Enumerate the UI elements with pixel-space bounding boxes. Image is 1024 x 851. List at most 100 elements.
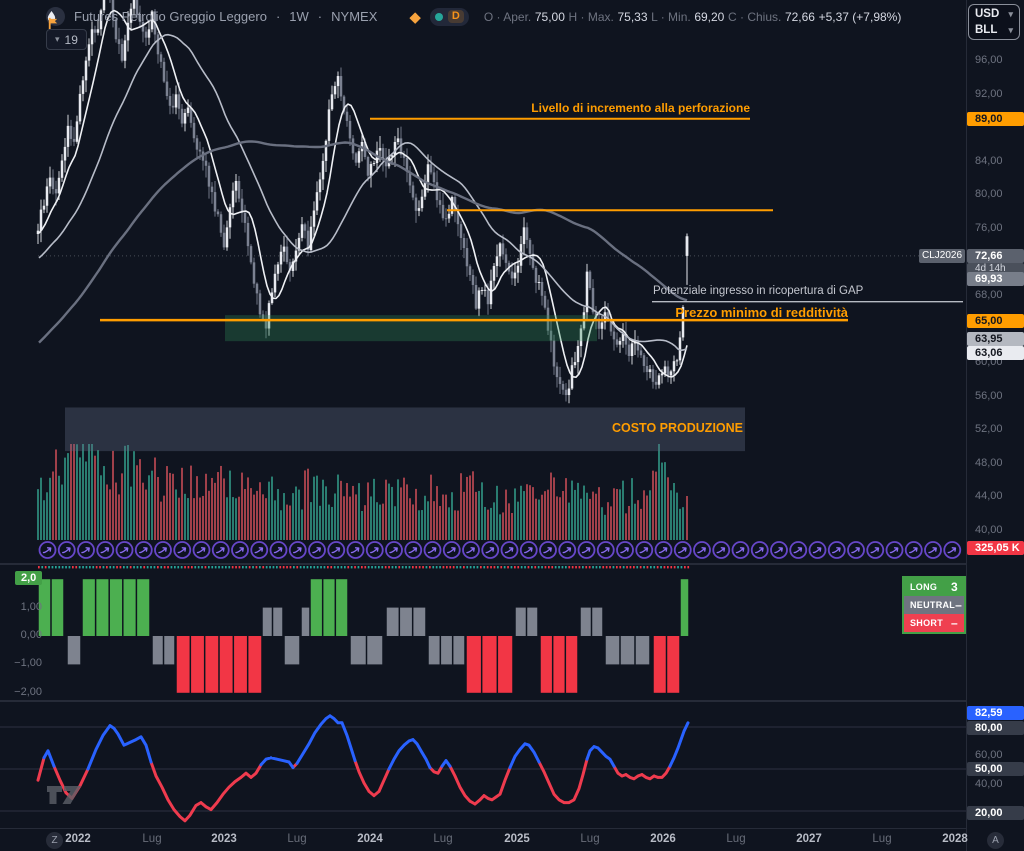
price-tick-label: 68,00 bbox=[975, 289, 1003, 301]
split-arrow-icon[interactable] bbox=[231, 541, 249, 559]
price-tick-label: 56,00 bbox=[975, 390, 1003, 402]
split-arrow-icon[interactable] bbox=[327, 541, 346, 559]
split-arrow-icon[interactable] bbox=[539, 541, 557, 559]
momentum-line-pane[interactable] bbox=[0, 702, 966, 828]
indicators-collapse-button[interactable]: ▾ 19 bbox=[46, 29, 87, 50]
split-arrow-icon[interactable] bbox=[500, 541, 519, 559]
time-label-Lug: Lug bbox=[142, 833, 162, 845]
long-value: 3 bbox=[951, 580, 958, 594]
annotation-production-cost[interactable]: COSTO PRODUZIONE bbox=[611, 421, 743, 435]
oscillator-bar-pane[interactable] bbox=[0, 565, 966, 700]
split-arrow-icon[interactable] bbox=[308, 541, 326, 559]
price-tick-label: 96,00 bbox=[975, 54, 1003, 66]
timeframe-button[interactable]: 1W bbox=[289, 9, 309, 24]
pane-separator[interactable] bbox=[0, 563, 1024, 565]
split-arrow-icon[interactable] bbox=[134, 541, 153, 559]
split-arrow-icon[interactable] bbox=[481, 541, 500, 559]
price-tag-grey2: 69,93 bbox=[967, 272, 1024, 286]
split-arrow-icon[interactable] bbox=[269, 541, 288, 559]
split-arrow-icon[interactable] bbox=[635, 541, 654, 559]
pane-separator[interactable] bbox=[0, 700, 1024, 702]
production-cost-box[interactable] bbox=[65, 407, 745, 452]
split-arrow-icon[interactable] bbox=[423, 541, 442, 559]
split-arrow-icon[interactable] bbox=[38, 541, 57, 559]
time-label-2025: 2025 bbox=[504, 833, 530, 845]
high-label: H · Max. bbox=[568, 10, 614, 24]
split-arrow-icon[interactable] bbox=[885, 541, 904, 559]
currency-value: USD bbox=[975, 8, 1000, 20]
split-arrow-icon[interactable] bbox=[173, 541, 192, 559]
open-label: O · Aper. bbox=[483, 10, 532, 24]
ma-line-fast[interactable] bbox=[38, 9, 688, 378]
split-arrow-icon[interactable] bbox=[808, 541, 827, 559]
oscillator-scale-label: −1,00 bbox=[14, 657, 42, 669]
split-arrow-icon[interactable] bbox=[558, 541, 577, 559]
currency-select[interactable]: USD ▾ bbox=[969, 6, 1019, 22]
neutral-label: NEUTRAL bbox=[910, 600, 956, 610]
split-arrow-icon[interactable] bbox=[673, 541, 692, 559]
symbol-title[interactable]: Futures Petrolio Greggio Leggero bbox=[74, 9, 267, 24]
split-arrow-icon[interactable] bbox=[57, 541, 76, 559]
price-tick-label: 80,00 bbox=[975, 188, 1003, 200]
split-arrow-icon[interactable] bbox=[154, 541, 172, 559]
diamond-icon[interactable]: ◆ bbox=[409, 8, 421, 26]
split-arrow-icon[interactable] bbox=[404, 541, 423, 559]
high-value: 75,33 bbox=[617, 10, 648, 24]
split-arrow-icon[interactable] bbox=[654, 541, 673, 559]
split-arrow-icon[interactable] bbox=[442, 541, 461, 559]
time-label-2026: 2026 bbox=[650, 833, 676, 845]
split-arrow-icon[interactable] bbox=[519, 541, 538, 559]
ma-line-slow[interactable] bbox=[38, 140, 688, 344]
split-arrow-icon[interactable] bbox=[770, 541, 788, 559]
split-arrow-icon[interactable] bbox=[943, 541, 962, 559]
split-arrow-icon[interactable] bbox=[827, 541, 846, 559]
annotation-drill-level[interactable]: Livello di incremento alla perforazione bbox=[531, 101, 750, 115]
split-arrow-icon[interactable] bbox=[904, 541, 923, 559]
split-arrow-icon[interactable] bbox=[365, 541, 384, 559]
split-arrow-icon[interactable] bbox=[750, 541, 769, 559]
symbol-toolbar: Futures Petrolio Greggio Leggero · 1W · … bbox=[46, 7, 901, 29]
split-arrow-icon[interactable] bbox=[577, 541, 596, 559]
low-label: L · Min. bbox=[651, 10, 691, 24]
time-axis[interactable]: 2022 Lug 2023 Lug 2024 Lug 2025 Lug 2026 Lug 2027 L… bbox=[0, 828, 968, 851]
main-price-pane[interactable] bbox=[0, 0, 966, 563]
time-label-Lug: Lug bbox=[726, 833, 746, 845]
price-tick-label: 48,00 bbox=[975, 457, 1003, 469]
chevron-down-icon: ▾ bbox=[1008, 24, 1013, 35]
split-arrow-icon[interactable] bbox=[462, 541, 480, 559]
split-arrow-icon[interactable] bbox=[866, 541, 885, 559]
split-arrow-icon[interactable] bbox=[596, 541, 615, 559]
interval-badge[interactable]: D bbox=[447, 10, 464, 23]
split-arrow-icon[interactable] bbox=[616, 541, 634, 559]
split-arrow-icon[interactable] bbox=[731, 541, 750, 559]
split-arrow-icon[interactable] bbox=[250, 541, 269, 559]
session-interval-pill[interactable]: D bbox=[429, 7, 469, 26]
split-arrow-icon[interactable] bbox=[924, 541, 942, 559]
split-arrow-icon[interactable] bbox=[789, 541, 808, 559]
split-arrow-icon[interactable] bbox=[96, 541, 115, 559]
split-arrow-icon[interactable] bbox=[712, 541, 731, 559]
split-arrow-icon[interactable] bbox=[693, 541, 711, 559]
split-arrow-icon[interactable] bbox=[847, 541, 865, 559]
auto-scale-button[interactable]: A bbox=[987, 832, 1004, 849]
split-arrow-icon[interactable] bbox=[346, 541, 365, 559]
timezone-button[interactable]: Z bbox=[46, 832, 63, 849]
split-arrow-icon[interactable] bbox=[288, 541, 307, 559]
split-arrow-icon[interactable] bbox=[77, 541, 95, 559]
split-arrow-icon[interactable] bbox=[192, 541, 211, 559]
price-tick-label: 52,00 bbox=[975, 423, 1003, 435]
oscillator-scale-label: 1,00 bbox=[20, 601, 42, 613]
time-label-2027: 2027 bbox=[796, 833, 822, 845]
split-arrow-icon[interactable] bbox=[211, 541, 230, 559]
annotation-gap-entry[interactable]: Potenziale ingresso in ricopertura di GA… bbox=[653, 285, 864, 297]
annotation-min-profit[interactable]: Prezzo minimo di redditività bbox=[675, 305, 848, 320]
ma-line-mid[interactable] bbox=[38, 33, 688, 352]
unit-select[interactable]: BLL ▾ bbox=[969, 22, 1019, 38]
oscillator-line-above bbox=[42, 714, 690, 771]
price-tick-label: 40,00 bbox=[975, 524, 1003, 536]
split-arrow-icon[interactable] bbox=[385, 541, 403, 559]
event-markers-row[interactable] bbox=[38, 541, 962, 559]
split-arrow-icon[interactable] bbox=[115, 541, 134, 559]
short-label: SHORT bbox=[910, 618, 943, 628]
